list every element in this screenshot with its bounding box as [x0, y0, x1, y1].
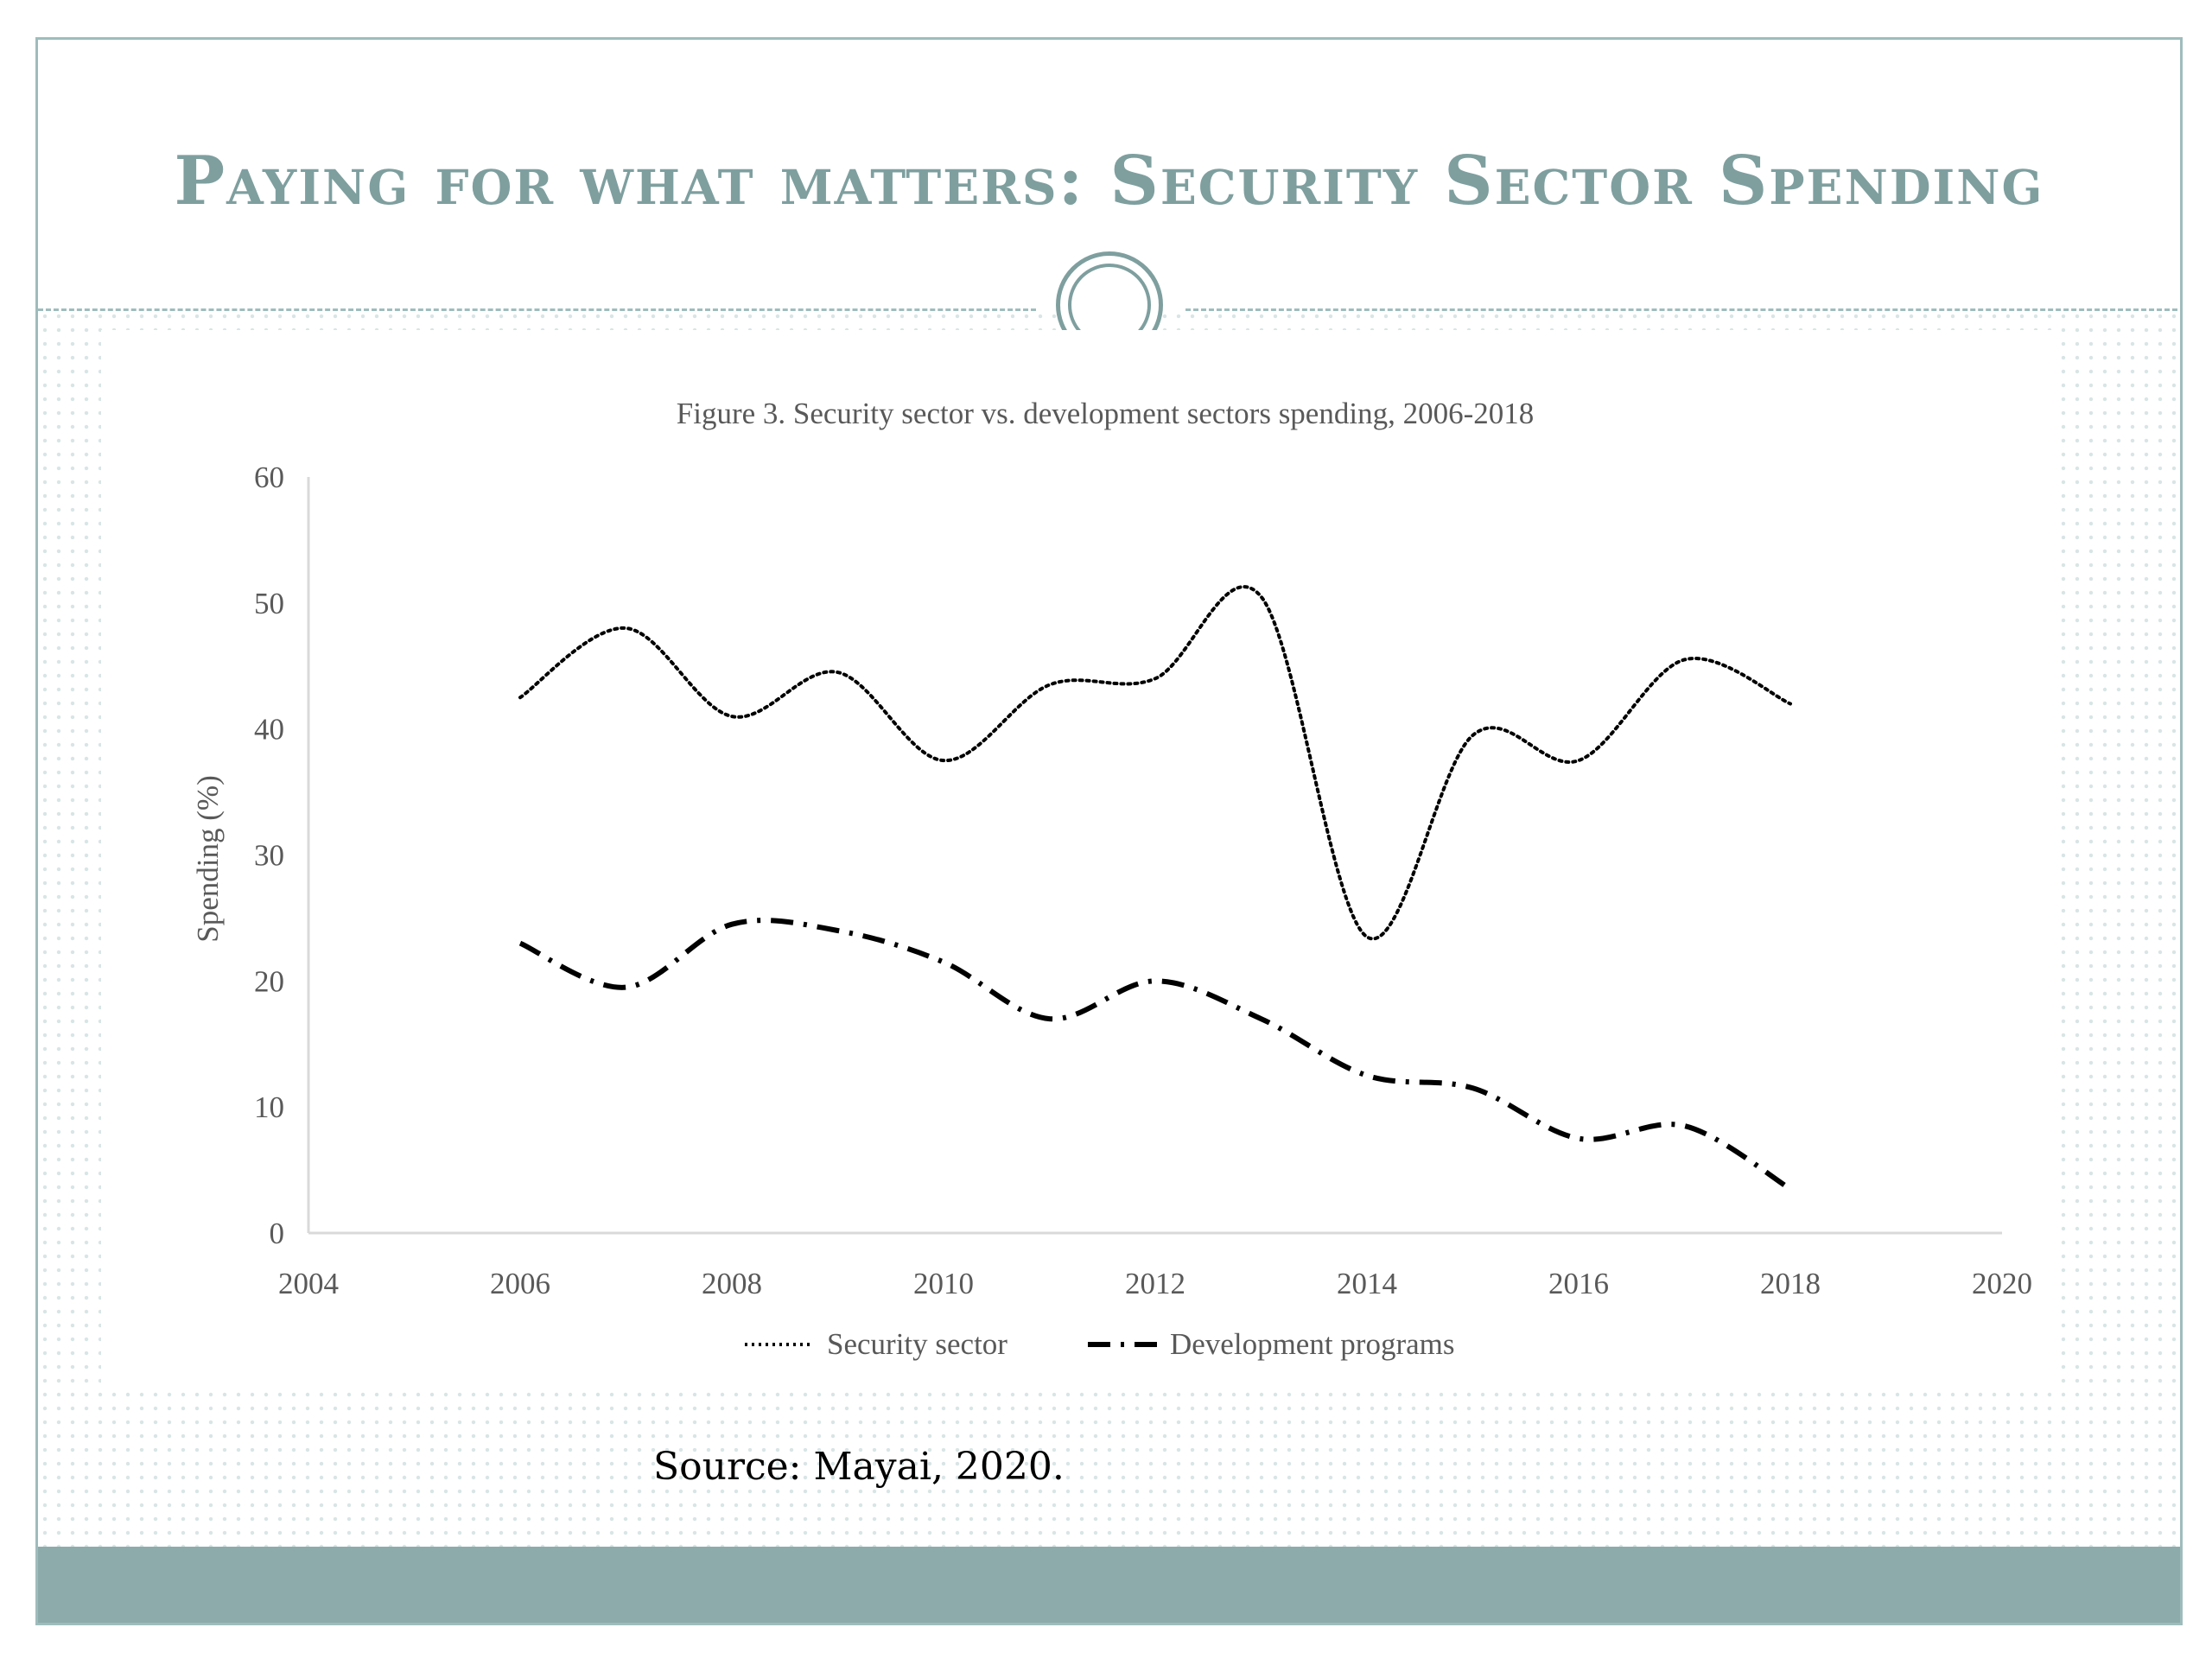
footer-band [38, 1547, 2180, 1623]
y-tick-label: 40 [254, 713, 284, 747]
series-line-development-programs [518, 918, 1792, 1192]
source-note: Source: Mayai, 2020. [653, 1445, 1065, 1489]
y-tick-label: 60 [254, 461, 284, 494]
divider-right [1185, 308, 2180, 311]
x-tick-label: 2006 [490, 1267, 550, 1300]
divider-left [38, 308, 1036, 311]
x-tick-label: 2018 [1760, 1267, 1821, 1300]
series-line-security-sector [518, 585, 1792, 941]
x-tick-label: 2014 [1337, 1267, 1397, 1300]
x-tick-label: 2012 [1125, 1267, 1185, 1300]
legend-label: Security sector [827, 1327, 1007, 1361]
x-tick-label: 2008 [702, 1267, 762, 1300]
x-tick-label: 2016 [1548, 1267, 1609, 1300]
chart-title: Figure 3. Security sector vs. developmen… [677, 397, 1534, 430]
y-tick-label: 10 [254, 1090, 284, 1124]
slide-title: Paying for what matters: Security Sector… [174, 142, 2044, 220]
legend-label: Development programs [1170, 1327, 1455, 1361]
y-axis-title: Spending (%) [191, 775, 225, 942]
line-chart: Figure 3. Security sector vs. developmen… [191, 397, 2032, 1361]
y-tick-label: 20 [254, 964, 284, 998]
x-tick-label: 2004 [278, 1267, 339, 1300]
y-tick-label: 0 [270, 1217, 285, 1250]
x-tick-label: 2010 [913, 1267, 974, 1300]
y-tick-label: 30 [254, 839, 284, 873]
x-tick-label: 2020 [1972, 1267, 2032, 1300]
chart-panel [101, 330, 2056, 1387]
y-tick-label: 50 [254, 587, 284, 620]
